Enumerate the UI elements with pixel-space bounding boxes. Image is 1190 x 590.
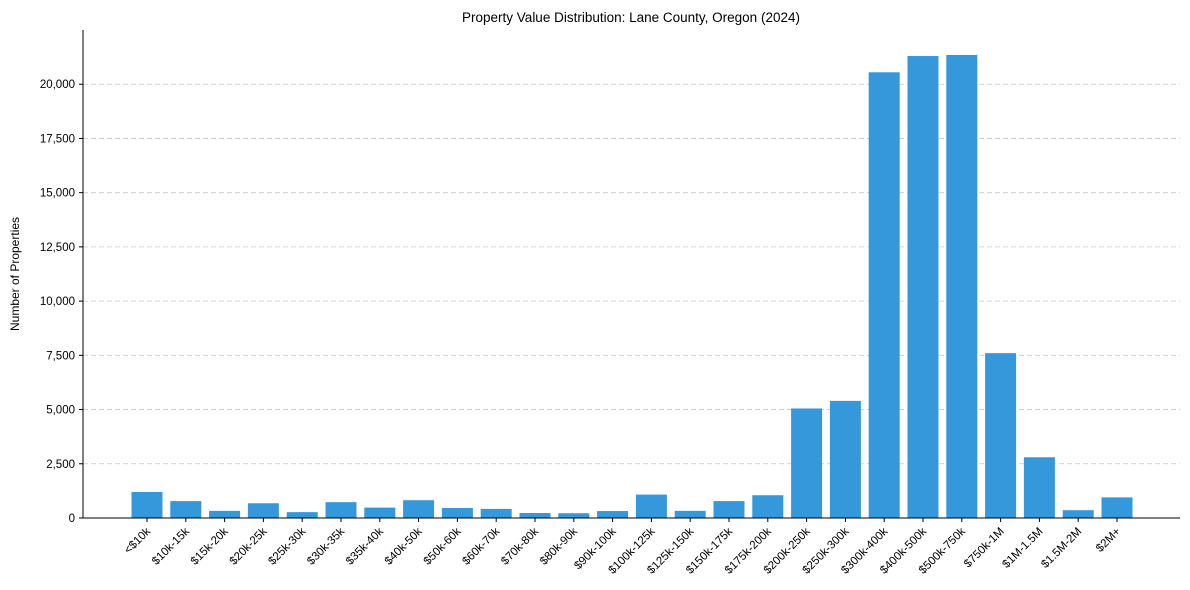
x-tick-label: $25k-30k [266, 525, 308, 567]
y-tick-label: 0 [69, 513, 75, 525]
y-tick-label: 7,500 [46, 350, 75, 362]
y-tick-label: 17,500 [40, 133, 75, 145]
bar [558, 513, 590, 518]
bar [985, 353, 1017, 518]
x-tick-label: $2M+ [1094, 525, 1123, 554]
axes [82, 30, 1180, 519]
x-tick-label: $35k-40k [344, 525, 386, 567]
x-tick-label: $50k-60k [422, 525, 464, 567]
bar [946, 54, 978, 518]
x-tick-label: $1.5M-2M [1039, 526, 1084, 571]
bar [364, 507, 396, 518]
bar [829, 400, 861, 518]
y-tick-label: 20,000 [40, 79, 75, 91]
bar [286, 512, 318, 518]
x-ticks: <$10k$10k-15k$15k-20k$20k-25k$25k-30k$30… [122, 518, 1123, 577]
x-tick-label: $15k-20k [189, 525, 231, 567]
bar [480, 508, 512, 518]
y-ticks: 0 2,500 5,000 7,500 10,000 12,500 15,000 17,500… [40, 79, 83, 525]
bar [325, 502, 357, 518]
x-tick-label: <$10k [122, 525, 153, 556]
y-tick-label: 5,000 [46, 405, 75, 417]
x-tick-label: $60k-70k [460, 525, 502, 567]
y-tick-label: 12,500 [40, 242, 75, 254]
bar [1062, 510, 1094, 518]
bar [519, 513, 551, 518]
x-tick-label: $1M-1.5M [1000, 526, 1045, 571]
bar [713, 501, 745, 518]
bar [791, 408, 823, 518]
x-tick-label: $70k-80k [499, 525, 541, 567]
y-axis-title: Number of Properties [8, 217, 22, 331]
bar [597, 511, 629, 518]
y-tick-label: 10,000 [40, 296, 75, 308]
x-tick-label: $10k-15k [150, 525, 192, 567]
bar [1023, 457, 1055, 518]
bar [247, 503, 279, 518]
chart-title: Property Value Distribution: Lane County… [462, 10, 800, 25]
bar [868, 72, 900, 518]
bars [131, 54, 1133, 518]
bar [441, 508, 473, 518]
bar [170, 501, 202, 518]
bar [752, 495, 784, 518]
x-tick-label: $30k-35k [305, 525, 347, 567]
bar [209, 510, 241, 518]
bar [131, 491, 163, 518]
bar [907, 56, 939, 518]
x-tick-label: $40k-50k [383, 525, 425, 567]
y-tick-label: 2,500 [46, 459, 75, 471]
x-tick-label: $750k-1M [962, 526, 1007, 571]
y-tick-label: 15,000 [40, 188, 75, 200]
bar [1101, 497, 1133, 518]
bar [403, 500, 435, 518]
bar [674, 510, 706, 518]
x-tick-label: $20k-25k [228, 525, 270, 567]
bar [635, 494, 667, 518]
